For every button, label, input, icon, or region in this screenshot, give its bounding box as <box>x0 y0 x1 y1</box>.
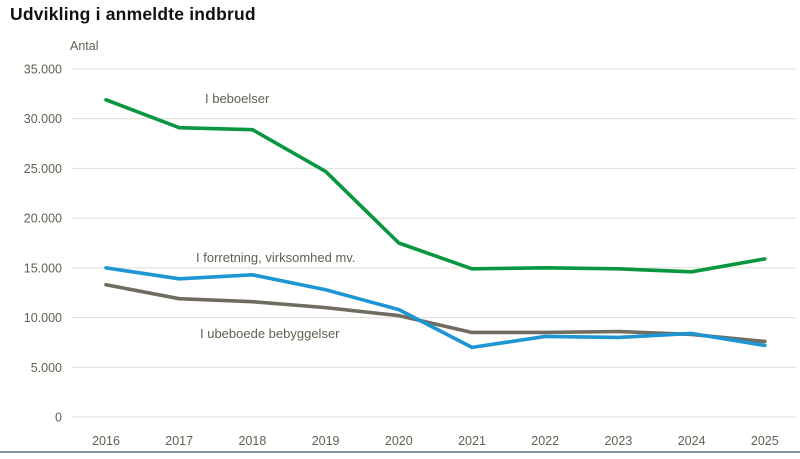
series-line-i-beboelser <box>104 98 767 274</box>
x-tick-label-2025: 2025 <box>751 434 779 448</box>
y-tick-label: 10.000 <box>24 311 62 325</box>
x-tick-label-2017: 2017 <box>165 434 193 448</box>
y-tick-label: 25.000 <box>24 162 62 176</box>
x-tick-label-2016: 2016 <box>92 434 120 448</box>
x-tick-label-2019: 2019 <box>312 434 340 448</box>
x-tick-label-2023: 2023 <box>604 434 632 448</box>
series-label-i-forretning-virksomhed-mv: I forretning, virksomhed mv. <box>196 250 355 265</box>
x-tick-label-2022: 2022 <box>531 434 559 448</box>
x-tick-label-2018: 2018 <box>238 434 266 448</box>
series-label-i-beboelser: I beboelser <box>205 91 270 106</box>
series-label-i-ubeboede-bebyggelser: I ubeboede bebyggelser <box>200 326 340 341</box>
y-tick-label: 20.000 <box>24 212 62 226</box>
y-tick-label: 5.000 <box>31 361 62 375</box>
y-axis-unit-label: Antal <box>70 39 99 53</box>
chart-title: Udvikling i anmeldte indbrud <box>10 4 256 24</box>
x-tick-label-2020: 2020 <box>385 434 413 448</box>
series-line-i-ubeboede-bebyggelser <box>104 282 767 344</box>
y-tick-label: 0 <box>55 411 62 425</box>
series-line-i-forretning-virksomhed-mv <box>104 266 767 350</box>
bottom-divider <box>0 451 800 453</box>
y-tick-label: 15.000 <box>24 261 62 275</box>
y-tick-label: 35.000 <box>24 63 62 77</box>
y-tick-label: 30.000 <box>24 112 62 126</box>
x-tick-label-2021: 2021 <box>458 434 486 448</box>
x-tick-label-2024: 2024 <box>678 434 706 448</box>
